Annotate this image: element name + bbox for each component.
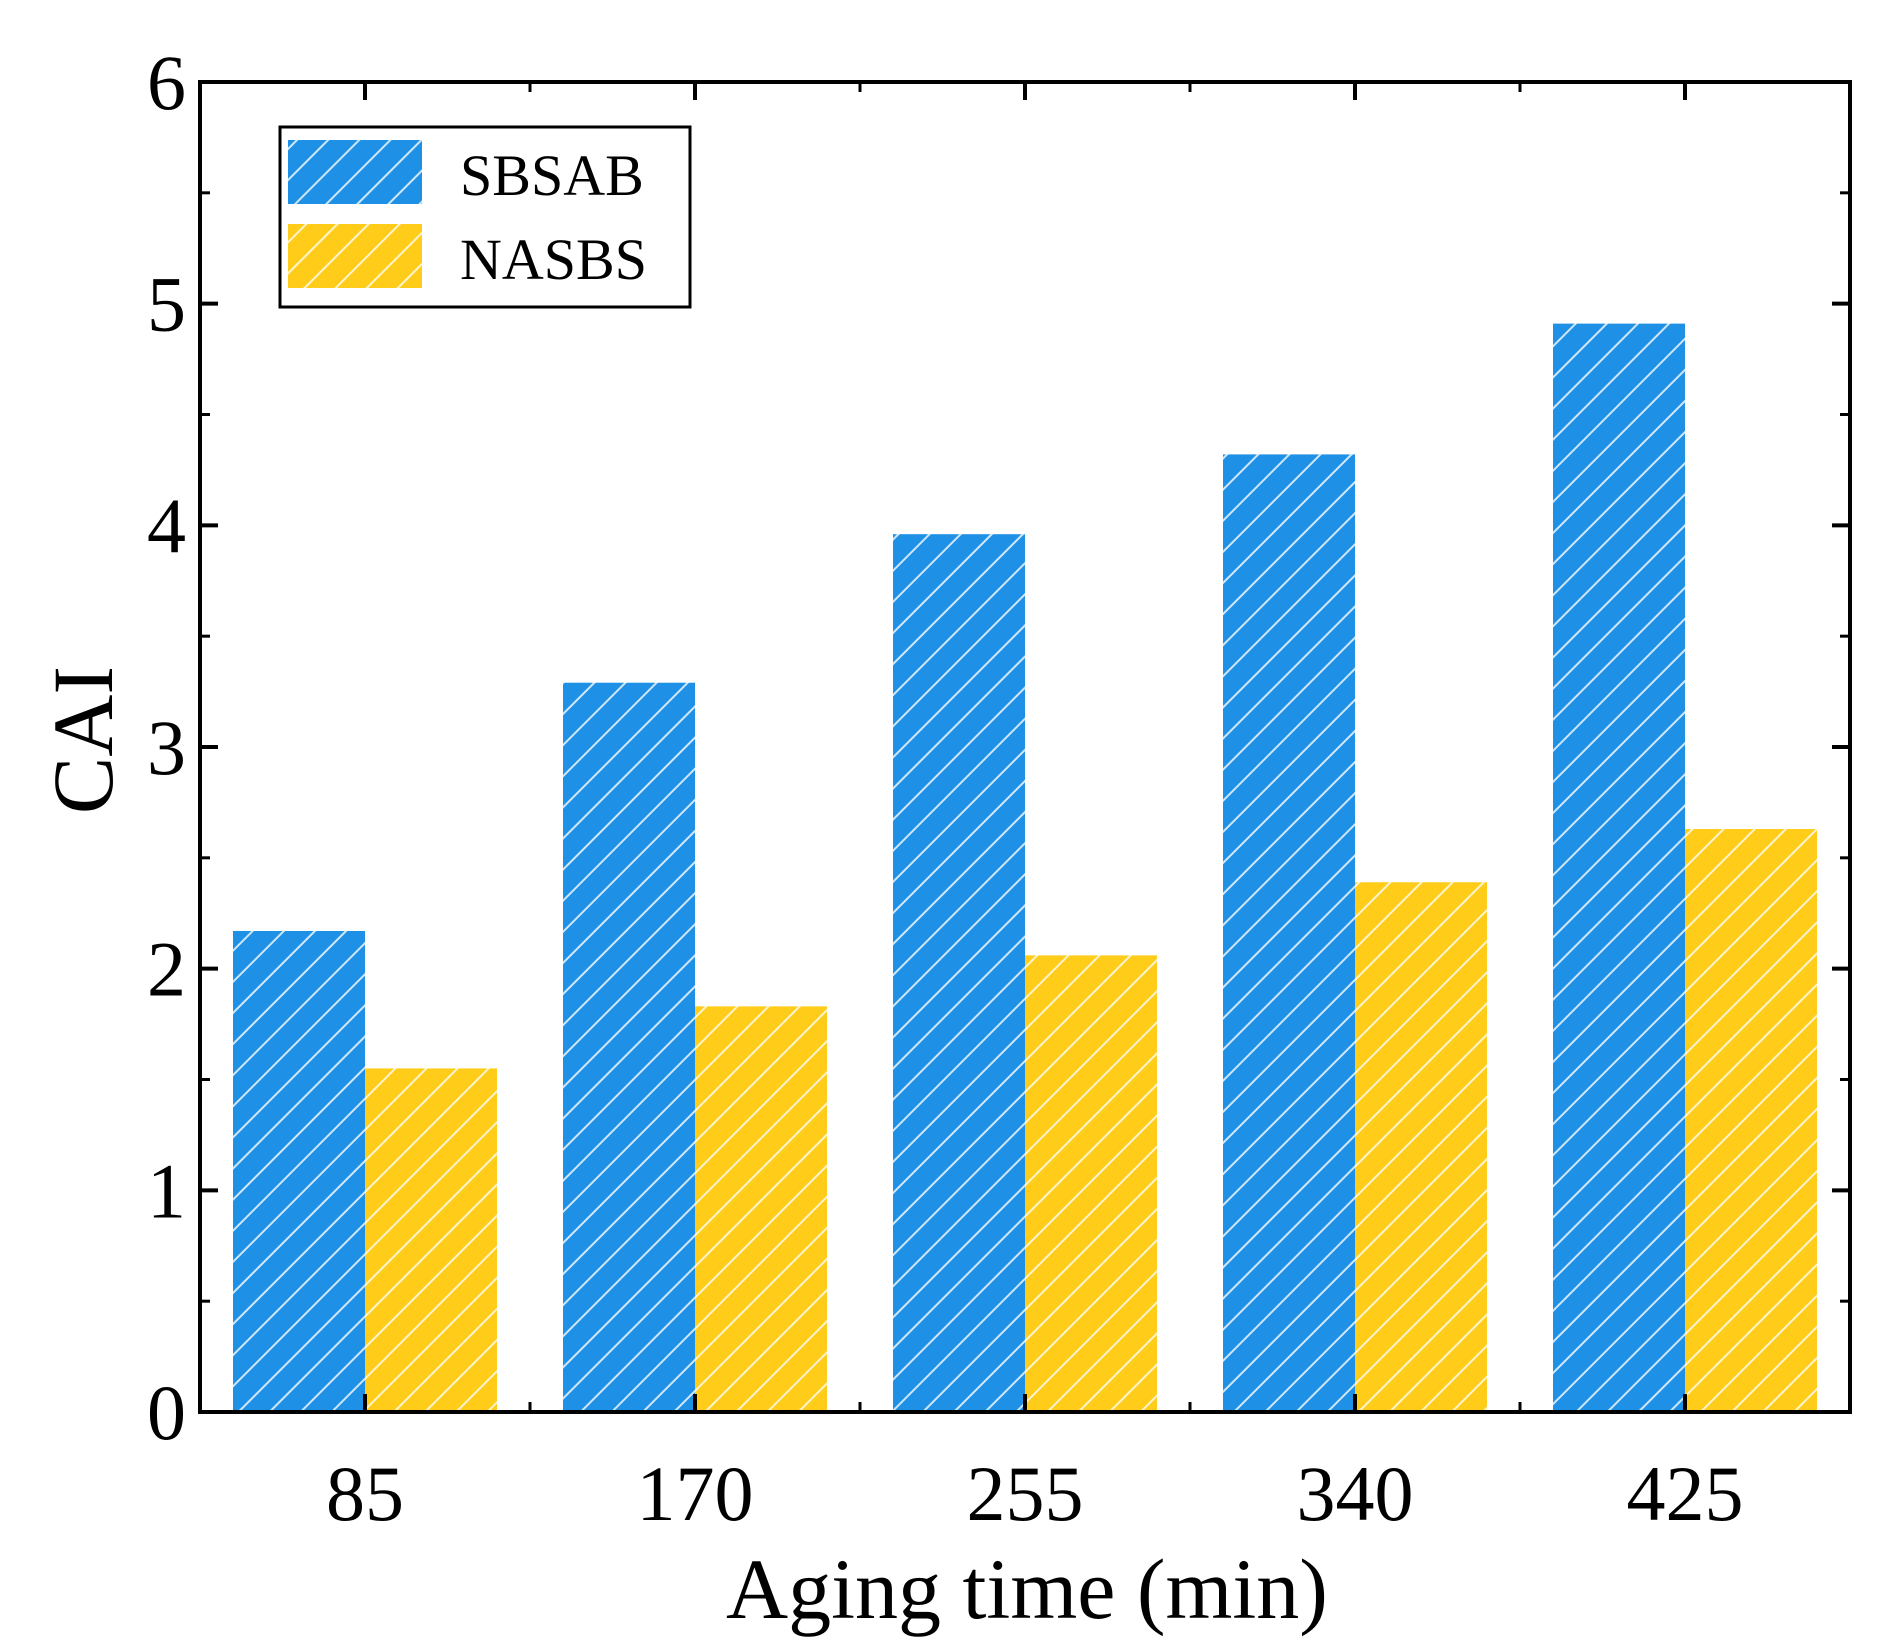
legend-swatch-nasbs xyxy=(288,224,422,288)
bar-nasbs-85 xyxy=(365,1068,497,1412)
x-tick-label: 170 xyxy=(637,1450,754,1537)
legend-label-nasbs: NASBS xyxy=(460,227,647,292)
bar-nasbs-340 xyxy=(1355,882,1487,1412)
y-tick-label: 0 xyxy=(147,1369,186,1456)
ticks-layer xyxy=(200,80,1850,1414)
labels-layer: 0 1 2 3 4 5 6 85 170 255 340 425 xyxy=(147,39,1744,1537)
bars-layer xyxy=(233,323,1817,1412)
bar-sbsab-255 xyxy=(893,534,1025,1412)
x-tick-label: 255 xyxy=(967,1450,1084,1537)
bar-sbsab-85 xyxy=(233,930,365,1412)
bar-nasbs-170 xyxy=(695,1006,827,1412)
legend-swatch-sbsab xyxy=(288,140,422,204)
x-tick-label: 425 xyxy=(1627,1450,1744,1537)
y-tick-label: 5 xyxy=(147,261,186,348)
bar-nasbs-425 xyxy=(1685,829,1817,1412)
bar-sbsab-170 xyxy=(563,682,695,1412)
legend: SBSAB NASBS xyxy=(278,125,692,309)
x-tick-label: 85 xyxy=(326,1450,404,1537)
y-tick-label: 6 xyxy=(147,39,186,126)
y-tick-label: 1 xyxy=(147,1147,186,1234)
bar-nasbs-255 xyxy=(1025,955,1157,1412)
x-tick-label: 340 xyxy=(1297,1450,1414,1537)
y-tick-label: 4 xyxy=(147,482,186,569)
y-tick-label: 3 xyxy=(147,704,186,791)
bar-sbsab-425 xyxy=(1553,323,1685,1412)
bar-sbsab-340 xyxy=(1223,454,1355,1412)
y-tick-label: 2 xyxy=(147,926,186,1013)
y-axis-title: CAI xyxy=(35,666,131,814)
legend-label-sbsab: SBSAB xyxy=(460,143,644,208)
x-axis-title: Aging time (min) xyxy=(726,1541,1328,1637)
